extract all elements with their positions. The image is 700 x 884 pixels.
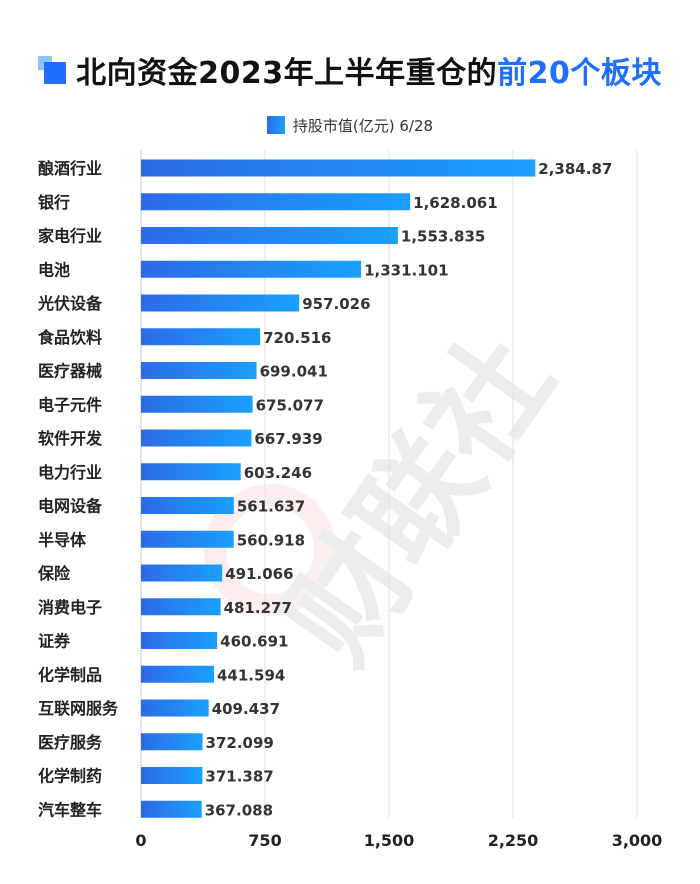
value-label: 491.066	[225, 565, 293, 583]
value-label: 667.939	[254, 430, 322, 448]
x-tick-label: 2,250	[488, 831, 539, 850]
value-label: 957.026	[302, 295, 370, 313]
bar	[141, 463, 241, 481]
value-label: 675.077	[256, 396, 324, 414]
category-label: 汽车整车	[38, 800, 102, 819]
x-tick-label: 0	[135, 831, 146, 850]
chart-title: 北向资金2023年上半年重仓的 前20个板块	[0, 48, 700, 92]
category-label: 酿酒行业	[38, 159, 102, 178]
value-label: 603.246	[244, 464, 312, 482]
category-label: 消费电子	[38, 598, 102, 617]
value-label: 2,384.87	[538, 160, 612, 178]
bar	[141, 699, 209, 717]
bar	[141, 159, 536, 177]
value-label: 460.691	[220, 633, 288, 651]
bar	[141, 598, 221, 616]
category-label: 食品饮料	[37, 328, 102, 347]
logo-icon	[38, 56, 67, 84]
category-label: 电网设备	[38, 497, 103, 516]
bar	[141, 564, 223, 582]
value-label: 1,553.835	[401, 228, 485, 246]
bar	[141, 665, 215, 683]
value-label: 371.387	[205, 768, 273, 786]
bar	[141, 800, 202, 818]
title-accent: 前20个板块	[497, 56, 662, 91]
value-label: 699.041	[260, 363, 328, 381]
x-tick-label: 1,500	[364, 831, 415, 850]
category-label: 化学制品	[38, 665, 102, 684]
bar	[141, 530, 234, 548]
category-label: 医疗器械	[38, 362, 102, 381]
value-label: 1,628.061	[413, 194, 497, 212]
value-label: 367.088	[205, 801, 273, 819]
bar	[141, 328, 261, 346]
value-label: 561.637	[237, 498, 305, 516]
legend-label: 持股市值(亿元) 6/28	[292, 116, 434, 135]
value-label: 372.099	[206, 734, 274, 752]
category-label: 家电行业	[38, 227, 102, 246]
bar	[141, 294, 300, 312]
legend: 持股市值(亿元) 6/28	[0, 113, 700, 137]
category-label: 医疗服务	[38, 733, 103, 752]
bar	[141, 733, 203, 751]
value-label: 560.918	[237, 531, 305, 549]
bar	[141, 193, 411, 211]
x-tick-label: 3,000	[612, 831, 663, 850]
category-label: 互联网服务	[38, 699, 119, 718]
category-label: 电子元件	[38, 395, 102, 414]
legend-swatch	[266, 116, 285, 134]
category-label: 保险	[37, 564, 71, 583]
value-label: 720.516	[263, 329, 331, 347]
category-label: 银行	[38, 193, 70, 212]
bar	[141, 429, 252, 447]
title-main: 北向资金2023年上半年重仓的	[76, 56, 498, 91]
bar	[141, 362, 257, 379]
category-label: 半导体	[38, 530, 87, 549]
bar	[141, 632, 218, 649]
x-tick-label: 750	[248, 831, 281, 850]
category-label: 化学制药	[38, 767, 102, 786]
value-label: 409.437	[212, 700, 280, 718]
bar	[141, 497, 234, 514]
category-label: 电力行业	[38, 463, 102, 482]
bar	[141, 260, 362, 278]
value-label: 1,331.101	[364, 261, 448, 279]
bar	[141, 767, 203, 784]
bar	[141, 395, 253, 413]
category-label: 证券	[38, 632, 71, 651]
value-label: 441.594	[217, 666, 285, 684]
category-label: 光伏设备	[37, 294, 103, 313]
bar	[141, 227, 398, 244]
category-label: 电池	[38, 260, 70, 279]
category-label: 软件开发	[38, 429, 103, 448]
value-label: 481.277	[224, 599, 292, 617]
